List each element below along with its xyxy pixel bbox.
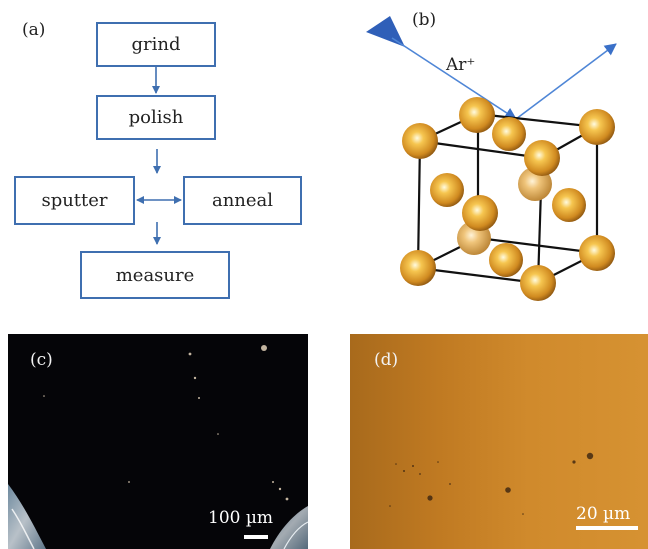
atom [579,235,615,271]
scale-bar-c [244,535,268,539]
atom [489,243,523,277]
atom [430,173,464,207]
sputter-box: sputter [14,176,135,225]
panel-c-label: (c) [30,350,53,370]
scale-bar-d [576,526,638,530]
atom [552,188,586,222]
atom [579,109,615,145]
grind-box: grind [96,22,216,67]
micrograph-d-texture [389,452,594,515]
polish-box: polish [96,95,216,140]
atom [524,140,560,176]
sputtered-beam [515,43,617,120]
panel-b-label: (b) [412,10,437,30]
micrograph-c-texture [8,345,308,549]
atom [492,117,526,151]
panel-d-label: (d) [374,350,399,370]
scale-label-d: 20 µm [576,504,631,524]
scale-label-c: 100 µm [208,508,274,528]
atom [402,123,438,159]
atom [400,250,436,286]
anneal-box: anneal [183,176,302,225]
micrograph-c: (c) 100 µm [8,334,308,549]
panel-a-label: (a) [22,20,46,40]
atom [462,195,498,231]
incident-beam [391,37,517,120]
micrograph-d: (d) 20 µm [350,334,648,549]
atom [459,97,495,133]
measure-box: measure [80,251,230,299]
ion-label: Ar⁺ [446,55,476,75]
atom [520,265,556,301]
